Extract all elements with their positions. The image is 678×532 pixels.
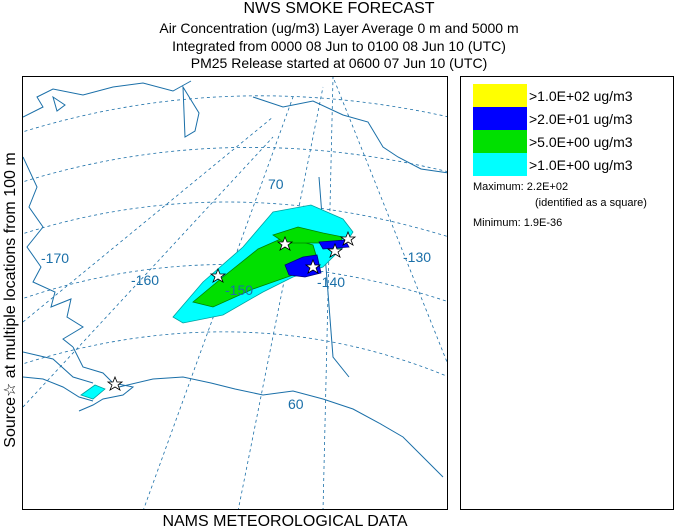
minimum-label: Minimum: (473, 217, 521, 229)
source-star-icon[interactable] (304, 258, 322, 274)
longitude-lines (23, 77, 447, 509)
legend-swatch-blue (473, 107, 527, 130)
legend-row-4: >1.0E+00 ug/m3 (473, 153, 633, 176)
map-panel[interactable]: 70 -170 -160 -150 -140 -130 60 (22, 76, 448, 510)
map-canvas[interactable]: 70 -170 -160 -150 -140 -130 60 (23, 77, 448, 510)
grid-label-lat60: 60 (288, 396, 304, 412)
legend-row-3: >5.0E+00 ug/m3 (473, 130, 633, 153)
maximum-value: 2.2E+02 (526, 181, 569, 193)
legend-label: >5.0E+00 ug/m3 (529, 133, 633, 150)
maximum-stat: Maximum: 2.2E+02 (473, 181, 568, 193)
grid-label-lat70: 70 (268, 176, 284, 192)
latitude-lines (23, 95, 447, 377)
source-star-icon[interactable] (106, 375, 124, 391)
legend-panel: >1.0E+02 ug/m3 >2.0E+01 ug/m3 >5.0E+00 u… (460, 76, 674, 510)
grid-label-lon-170: -170 (41, 250, 69, 266)
grid-label-lon-150: -150 (225, 282, 253, 298)
title-line-2: Integrated from 0000 08 Jun to 0100 08 J… (172, 38, 506, 54)
coastline (23, 80, 447, 478)
source-star-icon[interactable] (209, 267, 227, 283)
grid-label-lon-160: -160 (131, 272, 159, 288)
legend-swatch-cyan (473, 153, 527, 176)
plume-small (80, 384, 106, 400)
source-star-icon[interactable] (339, 230, 357, 246)
legend-label: >2.0E+01 ug/m3 (529, 110, 633, 127)
smoke-plume[interactable] (80, 204, 354, 400)
legend-swatch-green (473, 130, 527, 153)
footer-source-label: NAMS METEOROLOGICAL DATA (162, 513, 408, 530)
legend-row-1: >1.0E+02 ug/m3 (473, 84, 633, 107)
title-line-1: Air Concentration (ug/m3) Layer Average … (159, 20, 519, 36)
forecast-title: NWS SMOKE FORECAST (243, 0, 435, 17)
maximum-label: Maximum: (473, 181, 524, 193)
legend-label: >1.0E+00 ug/m3 (529, 156, 633, 173)
legend-swatch-yellow (473, 84, 527, 107)
source-star-icon[interactable] (276, 235, 294, 251)
source-markers[interactable] (106, 230, 357, 391)
plume-level-3 (284, 254, 322, 278)
maximum-note: (identified as a square) (535, 197, 647, 209)
source-side-label: Source☆ at multiple locations from 100 m (2, 152, 19, 448)
minimum-value: 1.9E-36 (523, 217, 563, 229)
minimum-stat: Minimum: 1.9E-36 (473, 217, 562, 229)
grid-label-lon-140: -140 (317, 274, 345, 290)
legend-row-2: >2.0E+01 ug/m3 (473, 107, 633, 130)
plume-level-3b (318, 239, 350, 250)
grid-label-lon-130: -130 (403, 249, 431, 265)
legend-label: >1.0E+02 ug/m3 (529, 87, 633, 104)
title-line-3: PM25 Release started at 0600 07 Jun 10 (… (190, 55, 488, 71)
source-star-icon[interactable] (326, 242, 344, 258)
